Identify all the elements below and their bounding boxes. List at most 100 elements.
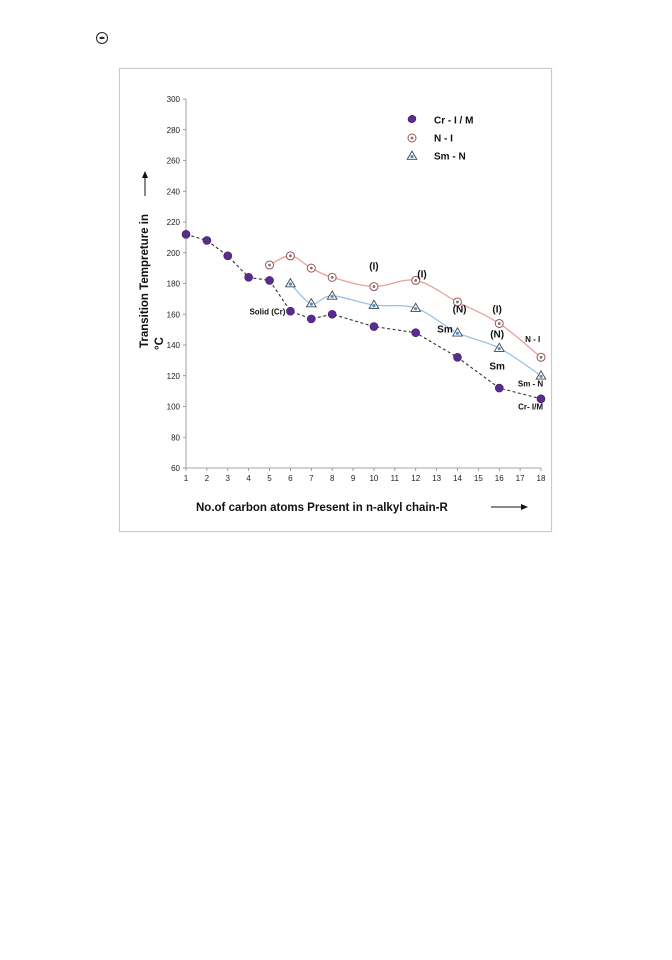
marker-dot [456, 300, 459, 304]
data-point-sm-n [493, 342, 505, 352]
marker-dot [372, 304, 376, 308]
axis-titles: No.of carbon atoms Present in n-alkyl ch… [139, 171, 528, 514]
x-tick-label: 11 [391, 474, 400, 483]
x-tick-label: 16 [495, 474, 504, 483]
marker-dot [309, 266, 313, 270]
x-tick-label: 6 [288, 474, 293, 483]
series-lines [185, 233, 542, 400]
data-point-cr-i-m [286, 306, 295, 316]
data-point-cr-i-m [327, 309, 337, 319]
data-point-cr-i-m [202, 236, 212, 245]
y-tick-label: 200 [167, 249, 181, 258]
x-tick-label: 13 [432, 474, 441, 483]
data-point-n-i [369, 282, 379, 292]
marker-dot [410, 155, 414, 159]
x-tick-label: 18 [537, 474, 546, 483]
marker-dot [372, 285, 376, 288]
data-point-sm-n [368, 299, 380, 309]
data-point-cr-i-m [223, 251, 233, 261]
annotation-label: (I) [369, 262, 378, 273]
data-point-n-i [494, 318, 504, 328]
series-markers [181, 230, 547, 404]
circle-mark-icon [96, 32, 108, 44]
y-tick-label: 140 [167, 341, 181, 350]
data-point-sm-n [410, 302, 422, 312]
annotation-label: Sm [489, 362, 505, 373]
data-point-cr-i-m [265, 276, 274, 285]
annotations: Solid (Cr)(I)(I)(N)Sm(I)(N)SmN - ISm - N… [249, 262, 543, 412]
y-tick-label: 240 [167, 187, 181, 196]
y-tick-label: 280 [167, 126, 181, 135]
annotation-label: (N) [490, 329, 504, 340]
data-point-cr-i-m [536, 394, 546, 404]
x-tick-label: 5 [267, 474, 272, 483]
annotation-label: Cr- I/M [518, 403, 543, 412]
annotation-label: N - I [525, 335, 540, 344]
data-point-n-i [306, 263, 316, 273]
data-point-cr-i-m [306, 314, 316, 324]
data-point-sm-n [326, 290, 338, 300]
y-tick-label: 100 [167, 403, 181, 412]
x-axis-arrow-icon [491, 504, 528, 510]
arrow-head [142, 171, 148, 178]
marker-dot [288, 282, 293, 286]
marker-dot [330, 294, 334, 298]
y-tick-label: 220 [167, 218, 181, 227]
y-tick-label: 60 [171, 464, 180, 473]
annotation-label: Sm - N [518, 380, 544, 389]
annotation-label: (I) [417, 269, 426, 280]
annotation-label: Sm [437, 325, 453, 336]
data-point-n-i [452, 297, 462, 307]
data-point-cr-i-m [369, 322, 379, 331]
marker-dot [330, 275, 334, 279]
annotation-label: (N) [453, 305, 467, 316]
data-point-n-i [327, 272, 337, 282]
y-tick-label: 160 [167, 310, 181, 319]
marker-dot [289, 254, 292, 258]
x-tick-label: 1 [184, 474, 189, 483]
x-tick-label: 8 [330, 474, 335, 483]
x-tick-label: 2 [205, 474, 210, 483]
data-point-cr-i-m [453, 352, 462, 362]
data-point-sm-n [305, 297, 317, 308]
data-point-n-i [411, 275, 421, 285]
legend-marker-n-i [407, 133, 417, 143]
annotation-label: (I) [492, 305, 501, 316]
y-tick-label: 260 [167, 157, 181, 166]
data-point-cr-i-m [411, 328, 421, 338]
x-tick-label: 14 [453, 474, 462, 483]
x-tick-label: 3 [226, 474, 231, 483]
marker-dot [410, 136, 414, 140]
annotation-label: Solid (Cr) [249, 307, 285, 316]
x-tick-label: 7 [309, 474, 314, 483]
data-point-n-i [265, 260, 275, 270]
marker-dot [497, 347, 501, 351]
legend: Cr - I / M N - I Sm - N [406, 115, 473, 163]
y-tick-label: 80 [171, 433, 180, 442]
x-tick-label: 10 [369, 474, 378, 483]
y-axis-unit: °C [154, 337, 166, 350]
data-point-n-i [536, 352, 546, 362]
x-tick-label: 9 [351, 474, 356, 483]
arrow-head [521, 504, 528, 510]
y-tick-label: 180 [167, 280, 181, 289]
marker-dot [414, 279, 418, 282]
data-point-sm-n [535, 370, 547, 380]
legend-label-sm-n: Sm - N [434, 152, 466, 163]
y-tick-label: 300 [167, 95, 181, 104]
y-tick-label: 120 [167, 372, 181, 381]
marker-dot [539, 355, 543, 359]
marker-dot [268, 263, 271, 267]
legend-marker-sm-n [406, 150, 418, 160]
x-tick-label: 15 [474, 474, 483, 483]
x-tick-label: 4 [246, 474, 251, 483]
y-axis-arrow-icon [142, 171, 148, 196]
data-point-cr-i-m [494, 383, 504, 393]
marker-dot [497, 322, 501, 325]
data-point-sm-n [284, 277, 296, 288]
marker-dot [309, 302, 313, 306]
y-axis-title: Transition Tempreture in [139, 214, 151, 348]
data-point-cr-i-m [181, 230, 191, 239]
legend-label-cr-i-m: Cr - I / M [434, 116, 473, 127]
